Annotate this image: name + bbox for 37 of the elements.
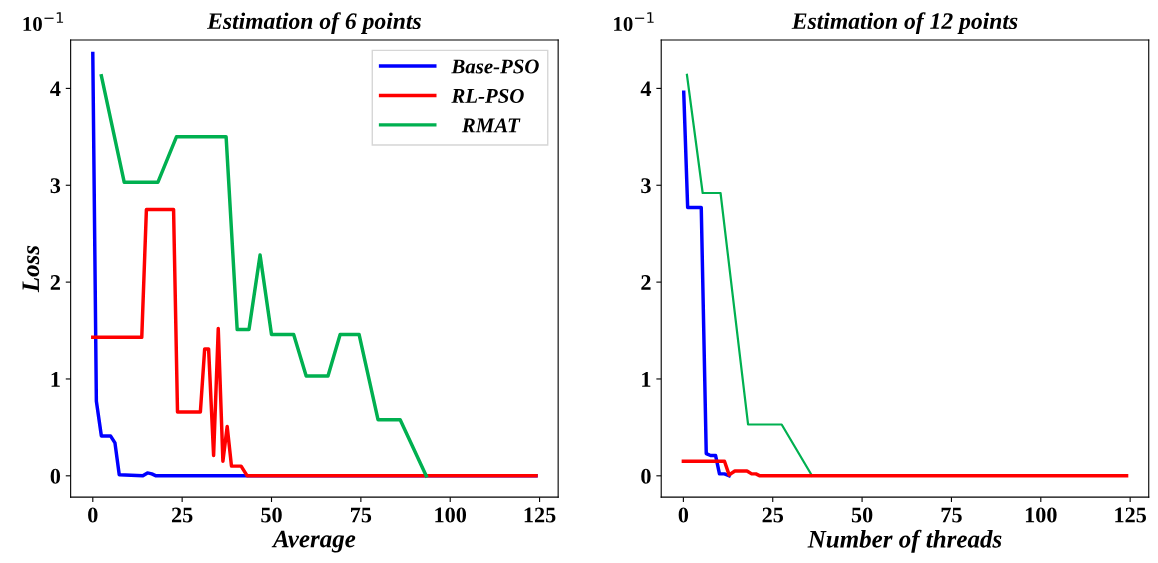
x-tick-label: 75	[941, 507, 962, 523]
x-tick-label: 125	[524, 507, 556, 523]
x-axis-title: Number of threads	[807, 529, 1002, 553]
x-tick-label: 50	[261, 507, 282, 523]
line-series	[99, 74, 429, 478]
y-tick-label: 1	[51, 372, 60, 387]
x-tick-label: 0	[88, 507, 98, 523]
y-axis-title: Loss	[22, 245, 40, 293]
line-series	[682, 90, 731, 478]
y-tick-label: 2	[641, 275, 651, 290]
text: 10$^{−1}$	[23, 12, 64, 32]
y-tick-label: 0	[641, 468, 651, 484]
x-tick-label: 0	[678, 507, 689, 523]
y-tick-label: 4	[50, 81, 61, 97]
legend-label: RMAT	[461, 118, 521, 133]
y-tick-label: 3	[50, 178, 61, 194]
line-series	[681, 459, 1129, 478]
x-tick-label: 125	[1115, 507, 1146, 523]
x-tick-label: 100	[1025, 507, 1057, 523]
y-tick-label: 4	[640, 81, 652, 97]
x-tick-label: 50	[851, 507, 873, 523]
x-tick-label: 25	[762, 507, 784, 523]
chart-title: Estimation of 12 points	[791, 12, 1018, 34]
x-tick-label: 25	[171, 507, 193, 523]
legend-label: Base-PSO	[451, 59, 539, 74]
legend-label: RL-PSO	[451, 88, 524, 103]
y-tick-label: 2	[50, 275, 60, 290]
text: 10$^{−1}$	[614, 12, 654, 32]
y-tick-label: 0	[50, 468, 61, 484]
y-tick-label: 1	[642, 372, 651, 387]
line-series	[685, 73, 814, 477]
x-axis-title: Average	[271, 530, 356, 553]
line-series	[91, 207, 538, 478]
x-tick-label: 100	[435, 507, 467, 523]
x-tick-label: 75	[351, 507, 372, 523]
y-tick-label: 3	[641, 178, 651, 194]
chart-title: Estimation of 6 points	[206, 12, 421, 34]
